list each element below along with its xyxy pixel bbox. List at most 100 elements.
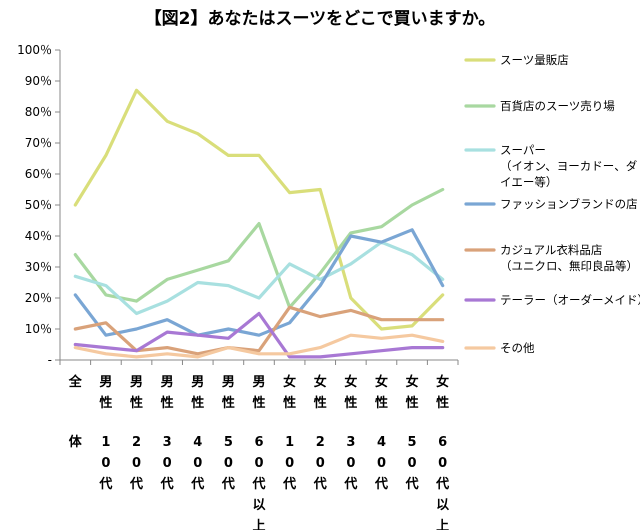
x-category-char: 5 xyxy=(408,435,417,450)
x-category-char: 代 xyxy=(374,476,388,492)
x-category-char: 代 xyxy=(221,476,235,492)
x-category-char: 性 xyxy=(406,395,419,411)
x-category-char: 0 xyxy=(316,456,325,471)
x-category-char: 0 xyxy=(438,456,447,471)
x-category-label: 女性 6 0 代以上 xyxy=(435,374,449,530)
x-category-char: 代 xyxy=(343,476,357,492)
x-category-label: 女性 1 0 代 xyxy=(282,374,296,492)
x-axis: 全体男性10代男性20代男性30代男性40代男性50代男性60代以上女性10代女… xyxy=(59,359,459,530)
legend-label: その他 xyxy=(500,341,535,355)
series-line xyxy=(73,88,445,331)
x-category-char: 性 xyxy=(161,395,174,411)
x-category-char: 0 xyxy=(346,456,355,471)
x-category-char: 性 xyxy=(436,395,449,411)
series-line xyxy=(73,228,445,337)
x-category-char: 0 xyxy=(132,456,141,471)
x-category-char: 性 xyxy=(130,395,143,411)
y-tick-label: 100％ xyxy=(17,43,52,57)
legend-item: ファッションブランドの店 xyxy=(464,197,638,211)
x-category-char: 上 xyxy=(252,519,265,530)
legend-label: スーパー xyxy=(500,143,546,157)
x-category-char: 3 xyxy=(163,435,172,450)
series-line xyxy=(73,333,445,359)
x-category-char: 男 xyxy=(161,375,174,390)
legend-item: 百貨店のスーツ売り場 xyxy=(464,99,615,113)
y-tick-label: 20％ xyxy=(25,291,52,305)
x-category-char: 0 xyxy=(224,456,233,471)
x-category-char: 性 xyxy=(99,395,112,411)
x-category-label: 女性 3 0 代 xyxy=(343,374,357,492)
x-category-char: 男 xyxy=(191,375,204,390)
x-category-label: 男性 4 0 代 xyxy=(190,375,204,492)
legend-item: テーラー（オーダーメイド） xyxy=(464,293,640,307)
x-category-char: 女 xyxy=(344,374,357,390)
x-category-char: 性 xyxy=(191,395,204,411)
x-category-char: 0 xyxy=(101,456,110,471)
y-tick-label: 40％ xyxy=(25,229,52,243)
x-category-char: 男 xyxy=(99,375,112,390)
x-category-char: 代 xyxy=(129,476,143,492)
x-category-char: 女 xyxy=(406,374,419,390)
x-category-char: 代 xyxy=(190,476,204,492)
x-category-char: 以 xyxy=(252,498,265,513)
x-category-char: 代 xyxy=(251,476,265,492)
legend-label: スーツ量販店 xyxy=(500,53,569,67)
y-axis: - 10％ 20％ 30％ 40％ 50％ 60％ 70％ 80％ 90％ 100％ xyxy=(17,43,61,367)
legend-label: 百貨店のスーツ売り場 xyxy=(500,99,615,113)
x-category-char: 1 xyxy=(285,435,294,450)
x-category-char: 4 xyxy=(377,435,386,450)
x-category-char: 性 xyxy=(222,395,235,411)
x-category-char: 代 xyxy=(282,476,296,492)
x-category-char: 0 xyxy=(193,456,202,471)
legend-item: カジュアル衣料品店 （ユニクロ、無印良品等） xyxy=(464,243,638,273)
x-category-char: 6 xyxy=(438,435,447,450)
x-category-char: 以 xyxy=(436,498,449,513)
x-category-label: 女性 4 0 代 xyxy=(374,374,388,492)
x-category-char: 2 xyxy=(316,435,325,450)
series-lines xyxy=(73,88,445,359)
series-line xyxy=(73,187,445,309)
x-category-char: 代 xyxy=(435,476,449,492)
x-category-char: 2 xyxy=(132,435,141,450)
x-category-label: 女性 5 0 代 xyxy=(405,374,419,492)
x-category-char: 0 xyxy=(285,456,294,471)
x-category-label: 全体 xyxy=(68,374,83,450)
x-category-char: 男 xyxy=(222,375,235,390)
x-category-char: 0 xyxy=(408,456,417,471)
series-line xyxy=(73,311,445,359)
x-category-char: 女 xyxy=(375,374,388,390)
x-category-char: 体 xyxy=(69,434,83,450)
x-category-char: 0 xyxy=(254,456,263,471)
x-category-char: 男 xyxy=(130,375,143,390)
y-tick-label: 30％ xyxy=(25,260,52,274)
x-category-char: 性 xyxy=(375,395,388,411)
legend-label: カジュアル衣料品店 xyxy=(500,243,602,257)
x-category-char: 0 xyxy=(377,456,386,471)
x-category-char: 0 xyxy=(163,456,172,471)
x-category-label: 女性 2 0 代 xyxy=(313,374,327,492)
x-category-char: 性 xyxy=(252,395,265,411)
x-category-char: 4 xyxy=(193,435,202,450)
y-tick-label: 90％ xyxy=(25,74,52,88)
chart-title: 【図2】あなたはスーツをどこで買いますか。 xyxy=(145,8,496,29)
x-category-label: 男性 6 0 代以上 xyxy=(251,375,265,530)
x-category-char: 代 xyxy=(313,476,327,492)
x-category-char: 6 xyxy=(254,435,263,450)
x-category-char: 女 xyxy=(283,374,296,390)
x-category-label: 男性 1 0 代 xyxy=(98,375,112,492)
x-category-char: 女 xyxy=(436,374,449,390)
y-tick-label: 70％ xyxy=(25,136,52,150)
legend-label: テーラー（オーダーメイド） xyxy=(500,293,640,307)
x-category-label: 男性 2 0 代 xyxy=(129,375,143,492)
x-category-char: 代 xyxy=(98,476,112,492)
x-category-char: 代 xyxy=(160,476,174,492)
x-category-char: 性 xyxy=(314,395,327,411)
legend-item: スーツ量販店 xyxy=(464,53,569,67)
x-category-char: 女 xyxy=(314,374,327,390)
y-tick-label: 10％ xyxy=(25,322,52,336)
x-category-char: 上 xyxy=(436,519,449,530)
y-tick-label: - xyxy=(48,353,52,367)
